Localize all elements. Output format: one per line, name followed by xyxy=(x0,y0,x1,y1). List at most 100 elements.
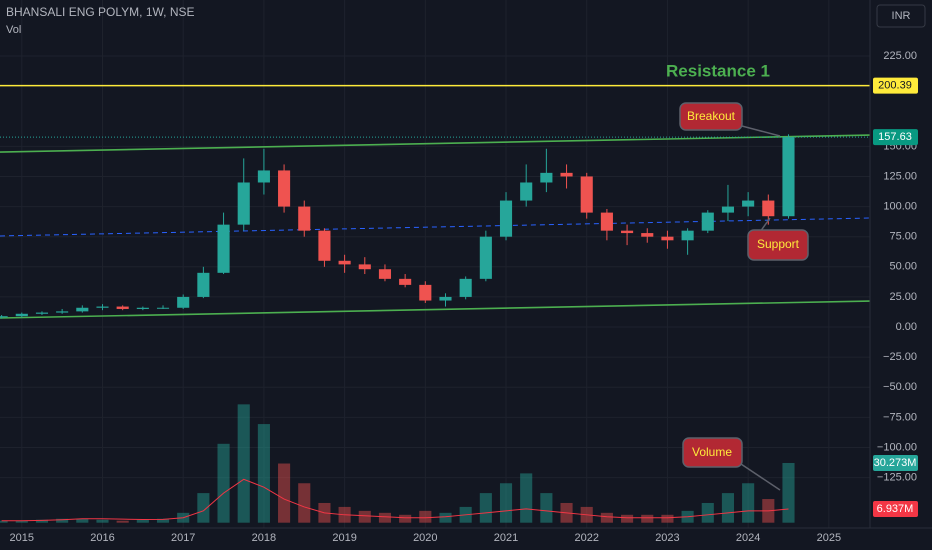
chart-title: BHANSALI ENG POLYM, 1W, NSE xyxy=(6,5,195,19)
annotation-box xyxy=(747,229,809,261)
volume-bar xyxy=(0,520,8,523)
volume-bar xyxy=(520,473,533,523)
price-tag xyxy=(873,501,918,518)
candle-body xyxy=(721,206,735,213)
candle-body xyxy=(479,236,492,279)
annotation: Volume xyxy=(682,437,781,491)
candle-body xyxy=(439,296,452,301)
annotation-pointer xyxy=(737,461,781,491)
candle-body xyxy=(237,182,250,225)
volume-bar xyxy=(479,493,492,523)
candle-body xyxy=(318,230,331,261)
volume-bar xyxy=(136,519,149,523)
candle-body xyxy=(116,306,129,309)
candle-body xyxy=(76,307,89,312)
annotation-text: Breakout xyxy=(687,109,736,123)
candle-body xyxy=(661,236,674,241)
subtitle: Vol xyxy=(6,24,21,36)
trend-line xyxy=(0,217,871,237)
candle-body xyxy=(499,200,513,237)
candle-body xyxy=(540,172,553,183)
x-tick-label: 2019 xyxy=(332,532,356,544)
candle-body xyxy=(399,278,412,285)
candle-body xyxy=(742,200,755,207)
x-tick-label: 2020 xyxy=(413,532,437,544)
y-tick-label: 50.00 xyxy=(889,261,917,273)
annotation: Support xyxy=(747,217,809,261)
y-tick-label: −25.00 xyxy=(883,351,917,363)
candle-body xyxy=(459,278,472,297)
candle-body xyxy=(338,260,351,265)
annotation-pointer xyxy=(737,124,781,137)
volume-bar xyxy=(278,463,291,523)
y-tick-label: 100.00 xyxy=(883,200,917,212)
candle-body xyxy=(560,172,573,177)
price-tag xyxy=(873,77,918,94)
annotation-box xyxy=(682,437,743,468)
price-tag-label: 200.39 xyxy=(878,80,912,92)
volume-bar xyxy=(742,483,755,523)
trend-line xyxy=(0,300,871,319)
volume-bar xyxy=(499,483,513,523)
annotation-box xyxy=(679,102,743,131)
x-tick-label: 2023 xyxy=(655,532,679,544)
volume-bar xyxy=(399,514,412,523)
candle-body xyxy=(15,313,28,317)
candle-body xyxy=(762,200,775,217)
candle-body xyxy=(621,230,634,234)
annotation-text: Volume xyxy=(692,445,732,459)
volume-ma xyxy=(1,478,789,522)
x-tick-label: 2015 xyxy=(10,532,34,544)
resistance-label: Resistance 1 xyxy=(666,61,770,80)
volume-bar xyxy=(197,493,210,523)
candle-body xyxy=(0,316,8,318)
x-tick-label: 2025 xyxy=(817,532,841,544)
volume-bar xyxy=(782,462,795,523)
candle-body xyxy=(278,170,291,207)
candle-body xyxy=(298,206,311,231)
y-tick-label: −50.00 xyxy=(883,381,917,393)
volume-bar xyxy=(419,510,432,523)
candle-body xyxy=(136,307,149,309)
candle-body xyxy=(197,272,210,297)
price-tag-label: 6.937M xyxy=(877,503,914,515)
currency-button[interactable] xyxy=(876,4,926,28)
candle-body xyxy=(600,212,613,231)
candle-body xyxy=(358,264,371,270)
volume-bar xyxy=(721,493,735,523)
candle-body xyxy=(56,311,69,313)
currency[interactable]: INR xyxy=(892,10,911,22)
volume-bar xyxy=(96,519,109,523)
candle-body xyxy=(257,170,270,183)
y-tick-label: −100.00 xyxy=(877,441,917,453)
y-tick-label: 225.00 xyxy=(883,50,917,62)
volume-bar xyxy=(56,518,69,523)
volume-bar xyxy=(15,520,28,523)
price-tag-label: 30.273M xyxy=(874,457,917,469)
y-tick-label: 125.00 xyxy=(883,170,917,182)
x-tick-label: 2022 xyxy=(574,532,598,544)
price-tag xyxy=(873,454,918,471)
x-tick-label: 2017 xyxy=(171,532,195,544)
volume-bar xyxy=(641,514,654,523)
y-tick-label: 0.00 xyxy=(896,321,917,333)
volume-bar xyxy=(378,512,392,523)
x-tick-label: 2024 xyxy=(736,532,760,544)
candle-body xyxy=(35,312,49,314)
trend-line xyxy=(0,134,871,153)
volume-bar xyxy=(156,518,170,523)
annotation: Breakout xyxy=(679,102,781,137)
y-tick-label: −75.00 xyxy=(883,411,917,423)
candle-body xyxy=(217,224,230,273)
annotation-text: Support xyxy=(757,237,800,251)
x-tick-label: 2021 xyxy=(494,532,518,544)
x-tick-label: 2018 xyxy=(252,532,276,544)
price-tag-label: 157.63 xyxy=(878,131,912,143)
x-tick-label: 2016 xyxy=(90,532,114,544)
candle-body xyxy=(378,269,392,279)
candle-body xyxy=(177,296,190,308)
volume-bar xyxy=(76,518,89,523)
candle-body xyxy=(782,137,795,217)
candle-body xyxy=(520,182,533,201)
